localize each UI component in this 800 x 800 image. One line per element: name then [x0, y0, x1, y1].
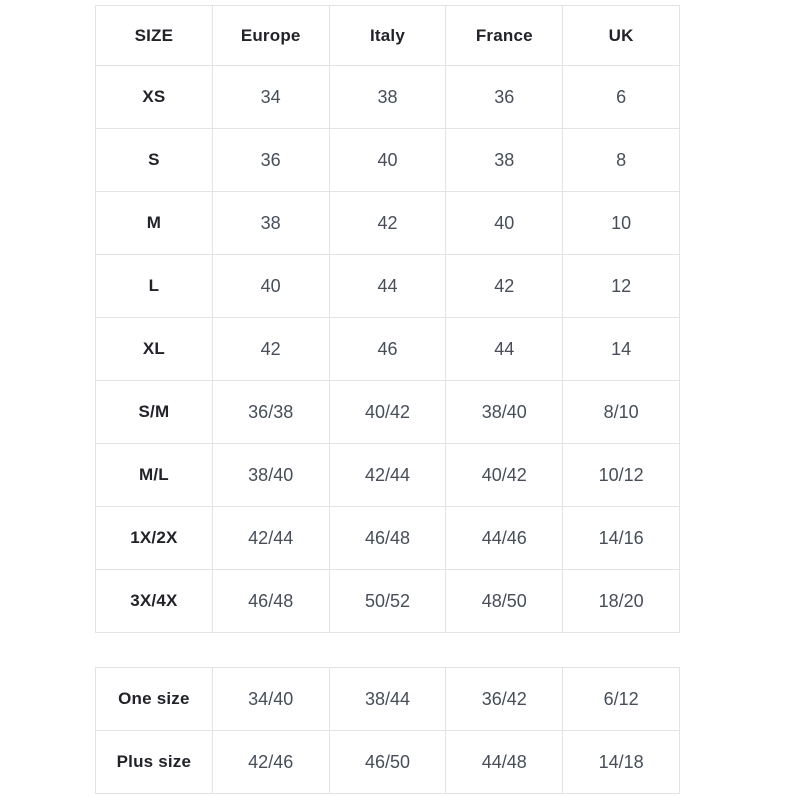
- size-value: 38/44: [328, 667, 447, 731]
- size-value: 40/42: [445, 443, 564, 507]
- size-value: 44/46: [445, 506, 564, 570]
- size-value: 36: [211, 128, 330, 192]
- size-value: 46/50: [328, 730, 447, 794]
- size-value: 42/46: [211, 730, 330, 794]
- table-row: S/M 36/38 40/42 38/40 8/10: [95, 380, 680, 444]
- size-value: 42: [211, 317, 330, 381]
- size-value: 44: [328, 254, 447, 318]
- size-label: XS: [95, 65, 213, 129]
- size-conversion-table: SIZE Europe Italy France UK XS 34 38 36 6 S 36 40 38…: [95, 5, 680, 633]
- size-value: 46/48: [211, 569, 330, 633]
- size-value: 46/48: [328, 506, 447, 570]
- size-value: 42: [445, 254, 564, 318]
- size-value: 6: [562, 65, 680, 129]
- size-value: 40: [211, 254, 330, 318]
- size-value: 42/44: [328, 443, 447, 507]
- size-value: 10/12: [562, 443, 680, 507]
- size-value: 50/52: [328, 569, 447, 633]
- size-value: 44: [445, 317, 564, 381]
- column-header-italy: Italy: [328, 5, 447, 66]
- size-value: 38: [445, 128, 564, 192]
- size-value: 40: [328, 128, 447, 192]
- size-label: S/M: [95, 380, 213, 444]
- size-value: 42/44: [211, 506, 330, 570]
- size-value: 8/10: [562, 380, 680, 444]
- size-value: 14/16: [562, 506, 680, 570]
- special-sizes-table-body: One size 34/40 38/44 36/42 6/12 Plus size 42/4…: [95, 667, 680, 794]
- size-value: 14: [562, 317, 680, 381]
- size-value: 14/18: [562, 730, 680, 794]
- size-value: 42: [328, 191, 447, 255]
- size-value: 38: [211, 191, 330, 255]
- size-value: 36: [445, 65, 564, 129]
- table-row: 3X/4X 46/48 50/52 48/50 18/20: [95, 569, 680, 633]
- size-label: L: [95, 254, 213, 318]
- size-value: 48/50: [445, 569, 564, 633]
- size-value: 36/38: [211, 380, 330, 444]
- size-value: 34/40: [211, 667, 330, 731]
- size-label: One size: [95, 667, 213, 731]
- table-row: L 40 44 42 12: [95, 254, 680, 318]
- column-header-france: France: [445, 5, 564, 66]
- column-header-europe: Europe: [211, 5, 330, 66]
- size-value: 44/48: [445, 730, 564, 794]
- table-row: XL 42 46 44 14: [95, 317, 680, 381]
- column-header-uk: UK: [562, 5, 680, 66]
- size-value: 36/42: [445, 667, 564, 731]
- size-value: 38: [328, 65, 447, 129]
- table-row: M 38 42 40 10: [95, 191, 680, 255]
- table-row: One size 34/40 38/44 36/42 6/12: [95, 667, 680, 731]
- size-label: 3X/4X: [95, 569, 213, 633]
- size-value: 12: [562, 254, 680, 318]
- size-guide: SIZE Europe Italy France UK XS 34 38 36 6 S 36 40 38…: [95, 5, 680, 794]
- table-row: S 36 40 38 8: [95, 128, 680, 192]
- size-value: 8: [562, 128, 680, 192]
- column-header-size: SIZE: [95, 5, 213, 66]
- table-row: M/L 38/40 42/44 40/42 10/12: [95, 443, 680, 507]
- size-value: 46: [328, 317, 447, 381]
- size-value: 6/12: [562, 667, 680, 731]
- size-value: 40/42: [328, 380, 447, 444]
- special-sizes-table: One size 34/40 38/44 36/42 6/12 Plus size 42/4…: [95, 667, 680, 794]
- table-row: Plus size 42/46 46/50 44/48 14/18: [95, 730, 680, 794]
- size-value: 10: [562, 191, 680, 255]
- header-row: SIZE Europe Italy France UK: [95, 5, 680, 66]
- table-row: 1X/2X 42/44 46/48 44/46 14/16: [95, 506, 680, 570]
- size-value: 38/40: [445, 380, 564, 444]
- size-table-header: SIZE Europe Italy France UK: [95, 5, 680, 66]
- size-table-body: XS 34 38 36 6 S 36 40 38 8 M 38 42 40 10 L 40 44 42 12 XL 42 4…: [95, 65, 680, 633]
- size-value: 34: [211, 65, 330, 129]
- size-value: 40: [445, 191, 564, 255]
- size-label: S: [95, 128, 213, 192]
- size-label: XL: [95, 317, 213, 381]
- size-value: 38/40: [211, 443, 330, 507]
- size-label: M: [95, 191, 213, 255]
- size-label: 1X/2X: [95, 506, 213, 570]
- size-label: Plus size: [95, 730, 213, 794]
- table-row: XS 34 38 36 6: [95, 65, 680, 129]
- size-label: M/L: [95, 443, 213, 507]
- size-value: 18/20: [562, 569, 680, 633]
